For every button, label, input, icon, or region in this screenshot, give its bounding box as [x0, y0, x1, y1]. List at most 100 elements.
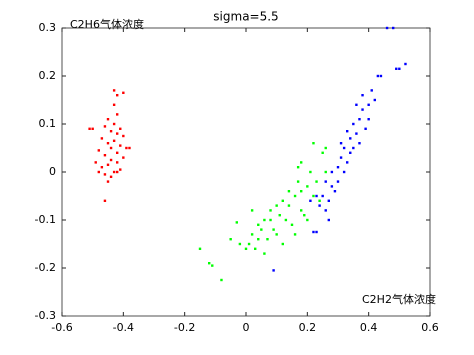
point	[97, 170, 100, 174]
x-tick-label: -0.2	[174, 321, 195, 334]
point	[266, 238, 269, 241]
point	[392, 26, 395, 30]
point	[229, 238, 232, 241]
point	[339, 156, 343, 159]
point	[247, 242, 251, 246]
point	[109, 130, 113, 133]
point	[287, 204, 291, 207]
point	[112, 89, 116, 92]
point	[361, 94, 364, 97]
point	[309, 170, 312, 174]
point	[349, 137, 352, 140]
point	[284, 218, 288, 222]
point	[300, 161, 303, 164]
point	[272, 269, 275, 272]
point	[367, 118, 370, 121]
point	[106, 142, 110, 145]
point	[109, 146, 113, 150]
point	[275, 233, 278, 236]
point	[296, 166, 300, 169]
point	[333, 190, 337, 193]
x-tick-label: 0.6	[421, 321, 439, 334]
point	[352, 146, 355, 150]
point	[116, 113, 119, 116]
point	[379, 74, 383, 78]
y-tick-label: 0.2	[39, 69, 57, 82]
point	[358, 142, 361, 145]
annotation: C2H6气体浓度	[70, 17, 144, 31]
y-tick-label: -0.2	[35, 261, 56, 274]
point	[100, 137, 104, 140]
point	[346, 130, 349, 133]
y-tick-label: 0	[49, 165, 56, 178]
point	[293, 233, 297, 236]
point	[254, 247, 257, 250]
point	[106, 163, 110, 166]
x-tick-label: -0.4	[113, 321, 134, 334]
point	[220, 278, 223, 282]
point	[208, 262, 211, 265]
point	[116, 94, 119, 97]
point	[306, 185, 309, 188]
point	[355, 103, 358, 106]
point	[309, 199, 312, 202]
point	[106, 180, 110, 183]
point	[122, 134, 125, 138]
point	[312, 142, 315, 145]
point	[290, 223, 294, 226]
point	[306, 218, 309, 222]
point	[263, 218, 266, 222]
point	[91, 127, 94, 130]
point	[339, 142, 343, 145]
point	[263, 252, 266, 255]
point	[275, 204, 278, 207]
point	[125, 146, 128, 150]
point	[257, 238, 260, 241]
point	[109, 158, 113, 162]
point	[300, 190, 303, 193]
point	[321, 151, 324, 154]
point	[395, 67, 398, 70]
point	[373, 98, 376, 102]
point	[281, 242, 284, 246]
point	[103, 173, 107, 176]
point	[358, 118, 361, 121]
point	[103, 199, 107, 202]
point	[238, 242, 242, 246]
point	[106, 118, 110, 121]
point	[364, 127, 367, 130]
y-tick-label: 0.1	[39, 117, 57, 130]
point	[88, 127, 91, 130]
point	[116, 170, 119, 174]
point	[318, 199, 321, 202]
point	[324, 180, 327, 183]
point	[116, 161, 119, 164]
point	[293, 194, 297, 198]
point	[97, 149, 100, 152]
point	[312, 230, 315, 234]
point	[324, 146, 327, 150]
point	[315, 230, 318, 234]
point	[281, 199, 284, 202]
point	[385, 26, 389, 30]
point	[336, 166, 340, 169]
point	[94, 161, 97, 164]
y-tick-label: -0.1	[35, 213, 56, 226]
point	[119, 168, 122, 171]
point	[211, 264, 214, 267]
point	[112, 170, 116, 174]
point	[269, 218, 272, 222]
point	[112, 139, 116, 142]
x-tick-label: 0	[243, 321, 250, 334]
point	[376, 74, 380, 78]
point	[361, 108, 364, 111]
point	[122, 156, 125, 159]
x-tick-label: 0.2	[299, 321, 317, 334]
point	[342, 146, 346, 150]
point	[109, 175, 113, 178]
point	[342, 170, 346, 174]
y-tick-label: 0.3	[39, 21, 57, 34]
point	[112, 122, 116, 126]
point	[278, 214, 281, 217]
chart-title: sigma=5.5	[213, 10, 278, 24]
